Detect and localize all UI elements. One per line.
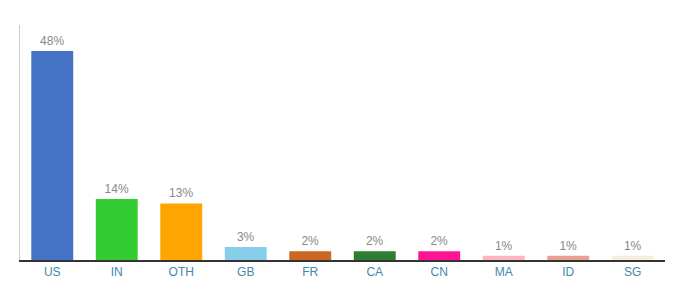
svg-text:CN: CN [431, 265, 448, 279]
svg-text:OTH: OTH [169, 265, 194, 279]
svg-text:MA: MA [495, 265, 513, 279]
svg-text:1%: 1% [624, 239, 642, 253]
svg-text:ID: ID [562, 265, 574, 279]
svg-text:14%: 14% [105, 182, 129, 196]
svg-text:CA: CA [366, 265, 383, 279]
svg-text:1%: 1% [559, 239, 577, 253]
svg-text:2%: 2% [430, 234, 448, 248]
svg-text:2%: 2% [366, 234, 384, 248]
svg-text:SG: SG [624, 265, 641, 279]
svg-text:2%: 2% [301, 234, 319, 248]
svg-text:FR: FR [302, 265, 318, 279]
svg-text:1%: 1% [495, 239, 513, 253]
svg-text:13%: 13% [169, 186, 193, 200]
svg-text:IN: IN [111, 265, 123, 279]
svg-text:3%: 3% [237, 230, 255, 244]
svg-text:US: US [44, 265, 61, 279]
svg-text:GB: GB [237, 265, 254, 279]
svg-text:48%: 48% [40, 34, 64, 48]
